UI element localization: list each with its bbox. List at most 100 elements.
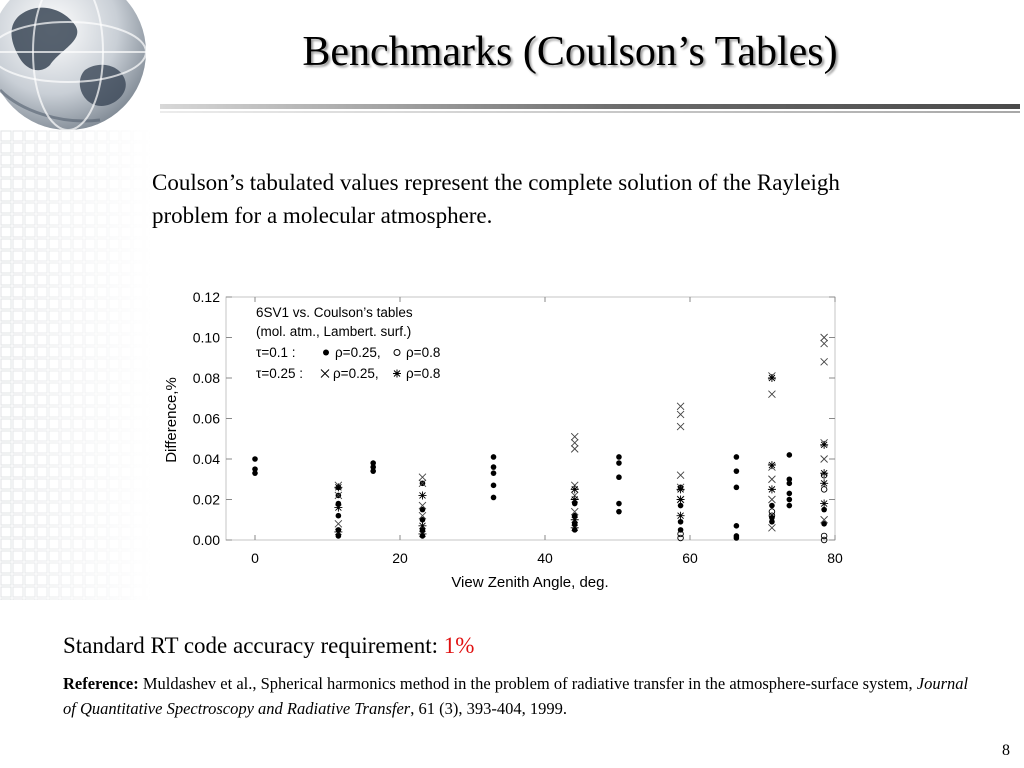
cross-point — [334, 519, 343, 528]
globe-logo — [0, 0, 147, 131]
asterisk-point — [570, 485, 579, 494]
filled-circle-point — [419, 527, 426, 533]
asterisk-point — [418, 521, 427, 530]
asterisk-point — [820, 469, 829, 478]
x-tick-label: 20 — [392, 550, 408, 566]
asterisk-point — [767, 461, 776, 470]
open-circle-point — [677, 530, 684, 538]
filled-circle-point — [616, 508, 622, 515]
legend-row2-b: ρ=0.8 — [406, 366, 440, 381]
asterisk-point — [418, 529, 427, 538]
requirement-value: 1% — [443, 633, 475, 658]
filled-circle-point — [769, 502, 775, 509]
legend-cross-marker — [320, 369, 330, 378]
asterisk-point — [334, 483, 343, 492]
filled-circle-point — [616, 454, 622, 460]
intro-text: Coulson’s tabulated values represent the… — [152, 170, 840, 228]
filled-circle-point — [419, 516, 426, 523]
asterisk-point — [767, 374, 776, 382]
filled-circle-point — [616, 474, 622, 481]
asterisk-point — [676, 495, 685, 504]
x-tick-label: 80 — [827, 550, 843, 566]
open-circle-point — [820, 536, 828, 544]
cross-point — [418, 473, 427, 482]
y-tick-label: 0.10 — [193, 330, 220, 346]
filled-circle-point — [490, 470, 497, 476]
asterisk-point — [570, 495, 579, 504]
filled-circle-point — [335, 500, 342, 507]
title-divider — [160, 104, 1020, 109]
x-tick-label: 0 — [251, 550, 259, 566]
filled-circle-point — [677, 518, 684, 525]
filled-circle-point — [370, 464, 376, 470]
cross-point — [570, 432, 579, 441]
reference-journal: Journal of Quantitative Spectroscopy and… — [63, 674, 969, 718]
y-tick-label: 0.12 — [193, 289, 220, 305]
cross-point — [820, 357, 828, 366]
filled-circle-point — [786, 496, 793, 503]
filled-circle-point — [677, 502, 684, 509]
filled-circle-point — [252, 466, 258, 472]
filled-circle-point — [786, 490, 793, 497]
asterisk-point — [820, 479, 829, 488]
decorative-grid — [0, 130, 150, 600]
scatter-chart: 0 20 40 60 80 0.00 0.02 0.04 0.06 0.08 0.10 0.12 Di… — [163, 289, 843, 591]
filled-circle-point — [571, 521, 578, 527]
legend: 6SV1 vs. Coulson’s tables (mol. atm., La… — [256, 305, 440, 381]
slide-title: Benchmarks (Coulson’s Tables) — [302, 29, 838, 75]
asterisk-point — [418, 491, 427, 500]
y-tick-label: 0.02 — [193, 492, 220, 508]
asterisk-point — [570, 523, 579, 532]
legend-row2-a: ρ=0.25, — [333, 366, 379, 381]
cross-point — [334, 491, 343, 500]
filled-circle-point — [733, 454, 740, 460]
filled-circle-point — [335, 512, 342, 519]
filled-circle-point — [490, 464, 497, 470]
legend-row1-b: ρ=0.8 — [406, 345, 440, 360]
filled-circle-point — [370, 468, 376, 474]
filled-circle-point — [419, 506, 426, 513]
cross-point — [676, 410, 685, 419]
y-tick-label: 0.04 — [193, 451, 220, 467]
cross-point — [768, 524, 776, 532]
filled-circle-point — [335, 533, 342, 539]
reference-text: Reference: Muldashev et al., Spherical h… — [63, 671, 983, 721]
filled-circle-point — [252, 456, 258, 462]
y-axis-label: Difference,% — [163, 377, 180, 463]
filled-circle-point — [616, 500, 622, 507]
asterisk-point — [676, 511, 685, 520]
cross-point — [768, 390, 776, 399]
asterisk-point — [820, 440, 829, 449]
asterisk-point — [676, 485, 685, 494]
x-tick-label: 40 — [537, 550, 553, 566]
y-tick-label: 0.08 — [193, 370, 220, 386]
y-tick-label: 0.00 — [193, 532, 220, 548]
filled-circle-point — [821, 521, 827, 527]
filled-circle-point — [786, 480, 793, 487]
reference-authors: Muldashev et al., Spherical harmonics me… — [138, 674, 917, 693]
filled-circle-point — [490, 494, 497, 501]
asterisk-point — [570, 515, 579, 524]
asterisk-point — [334, 527, 343, 536]
asterisk-point — [334, 503, 343, 512]
cross-point — [820, 455, 828, 463]
accuracy-requirement: Standard RT code accuracy requirement: 1… — [63, 633, 474, 659]
legend-filled-circle-marker — [323, 349, 329, 356]
legend-asterisk-marker — [393, 369, 401, 378]
filled-circle-point — [571, 512, 578, 519]
cross-point — [418, 479, 427, 488]
asterisk-point — [767, 485, 776, 494]
filled-circle-point — [616, 460, 622, 466]
cross-point — [820, 333, 828, 342]
filled-circle-point — [490, 454, 497, 460]
cross-point — [820, 515, 828, 524]
legend-title-line2: (mol. atm., Lambert. surf.) — [256, 324, 411, 339]
cross-point — [768, 475, 776, 484]
page-number: 8 — [1002, 742, 1010, 759]
reference-label: Reference: — [63, 674, 139, 693]
filled-circle-point — [733, 468, 740, 474]
filled-circle-point — [821, 506, 827, 513]
filled-circle-point — [786, 452, 793, 458]
cross-point — [570, 445, 579, 453]
cross-point — [570, 438, 579, 447]
